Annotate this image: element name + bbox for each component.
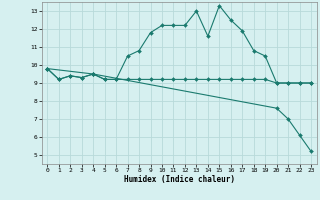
X-axis label: Humidex (Indice chaleur): Humidex (Indice chaleur)	[124, 175, 235, 184]
